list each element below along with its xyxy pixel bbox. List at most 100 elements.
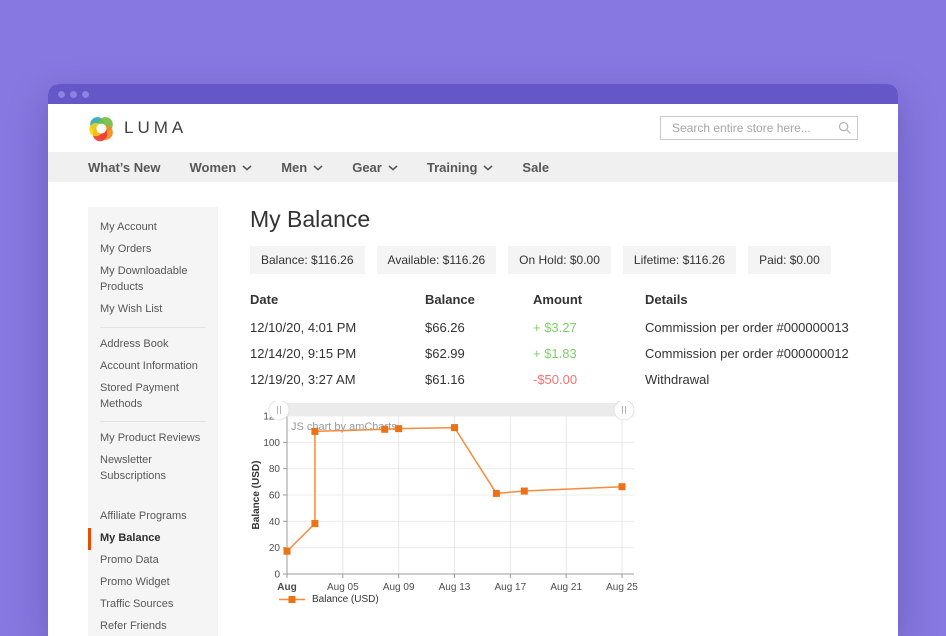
legend-marker-icon (279, 596, 305, 604)
row-date: 12/10/20, 4:01 PM (250, 320, 357, 336)
column-header-amount: Amount (533, 292, 583, 308)
x-tick-label: Aug 25 (606, 582, 638, 593)
x-tick-label: Aug 21 (550, 582, 582, 593)
chart-scrollbar[interactable] (279, 403, 624, 417)
window-dot[interactable] (82, 90, 89, 98)
data-point[interactable] (283, 548, 291, 556)
nav-item-men[interactable]: Men (281, 160, 323, 175)
y-tick-label: 20 (269, 543, 281, 554)
sidebar-divider (100, 421, 206, 423)
y-tick-label: 0 (274, 570, 280, 581)
nav-item-label: Training (426, 159, 478, 175)
balance-badges: Balance: $116.26 Available: $116.26 On Hol… (250, 246, 858, 275)
nav-item-training[interactable]: Training (427, 160, 494, 175)
sidebar-item-refer-friends[interactable]: Refer Friends (100, 619, 167, 632)
search-icon[interactable] (837, 120, 853, 136)
luma-logo-icon (89, 116, 113, 141)
search-input[interactable] (670, 120, 837, 136)
data-point[interactable] (381, 426, 389, 434)
sidebar-item-my-balance[interactable]: My Balance (88, 528, 218, 551)
row-details: Withdrawal (645, 372, 710, 388)
row-balance: $62.99 (425, 346, 465, 362)
nav-item-label: Sale (522, 159, 550, 175)
row-amount: + $1.83 (533, 346, 577, 362)
browser-window: LUMA What’s NewWomenMenGearTrainingSale … (48, 84, 898, 636)
store-logo[interactable]: LUMA (88, 115, 187, 142)
column-header-date: Date (250, 292, 279, 308)
page-title: My Balance (250, 206, 371, 232)
sidebar-group: My Product Reviews Newsletter Subscriptio… (88, 428, 218, 488)
nav-item-label: Men (281, 159, 308, 175)
y-tick-label: 40 (269, 517, 281, 528)
main-nav: What’s New Women Men Gear Training Sale (48, 152, 898, 182)
y-tick-label: 100 (263, 438, 280, 449)
nav-item-gear[interactable]: Gear (352, 160, 398, 175)
sidebar-group: My Account My Orders My Downloadable Produ… (88, 217, 218, 321)
chevron-down-icon (242, 164, 252, 171)
x-tick-label: Aug 13 (439, 582, 471, 593)
balance-badge: Paid: $0.00 (748, 246, 831, 275)
y-tick-label: 60 (269, 491, 281, 502)
row-amount: -$50.00 (533, 372, 578, 388)
sidebar-nav: My Account My Orders My Downloadable Produ… (88, 207, 218, 636)
data-point[interactable] (492, 490, 500, 498)
nav-item-label: What’s New (88, 159, 161, 175)
sidebar-item-traffic-sources[interactable]: Traffic Sources (100, 598, 174, 610)
chart-legend-item[interactable]: Balance (USD) (250, 594, 379, 605)
legend-label: Balance (USD) (312, 594, 379, 606)
data-point[interactable] (395, 425, 403, 433)
sidebar-item-my-downloadable-products[interactable]: My Downloadable Products (100, 264, 188, 293)
chart-scrollbar-handle-right[interactable] (613, 401, 635, 421)
x-tick-label: Aug 17 (494, 582, 526, 593)
x-tick-label: Aug 05 (327, 582, 359, 593)
logo-text: LUMA (124, 118, 188, 137)
sidebar-item-my-wish-list[interactable]: My Wish List (100, 302, 163, 315)
balance-badge: Lifetime: $116.26 (622, 246, 737, 275)
main-row: My Account My Orders My Downloadable Produ… (48, 182, 898, 636)
sidebar-item-my-account[interactable]: My Account (100, 221, 157, 233)
window-titlebar (48, 84, 898, 104)
sidebar-item-promo-widget[interactable]: Promo Widget (100, 576, 170, 589)
window-dot[interactable] (70, 90, 77, 98)
column-header-balance: Balance (425, 292, 475, 308)
sidebar-item-stored-payment-methods[interactable]: Stored Payment Methods (100, 381, 179, 410)
sidebar-item-my-product-reviews[interactable]: My Product Reviews (100, 432, 201, 445)
row-date: 12/19/20, 3:27 AM (250, 372, 356, 388)
nav-item-what-s-new[interactable]: What’s New (88, 160, 160, 175)
y-tick-label: 80 (269, 464, 281, 475)
content-area: My Balance Balance: $116.26 Available: $1… (250, 206, 858, 605)
chevron-down-icon (313, 164, 323, 171)
chevron-down-icon (388, 164, 398, 171)
chart-scrollbar-handle-left[interactable] (268, 401, 290, 421)
search-box (660, 116, 858, 140)
nav-item-sale[interactable]: Sale (522, 160, 549, 175)
sidebar-item-affiliate-programs[interactable]: Affiliate Programs (100, 510, 187, 523)
x-tick-label: Aug (277, 582, 296, 593)
sidebar-item-account-information[interactable]: Account Information (100, 359, 198, 372)
sidebar-item-address-book[interactable]: Address Book (100, 337, 169, 350)
nav-item-label: Women (189, 159, 237, 175)
sidebar-item-promo-data[interactable]: Promo Data (100, 554, 159, 567)
sidebar-group: Address Book Account Information Stored Pa… (88, 334, 218, 416)
balance-badge: Balance: $116.26 (250, 246, 365, 275)
row-balance: $66.26 (425, 320, 465, 336)
sidebar-item-my-orders[interactable]: My Orders (100, 242, 152, 255)
sidebar-divider (100, 326, 206, 328)
row-details: Commission per order #000000013 (645, 320, 849, 336)
site-header: LUMA (48, 104, 898, 152)
sidebar-item-newsletter-subscriptions[interactable]: Newsletter Subscriptions (100, 454, 167, 483)
sidebar-group: Affiliate Programs My Balance Promo Data Pr… (88, 506, 218, 636)
data-point[interactable] (311, 520, 319, 528)
column-header-details: Details (645, 292, 688, 308)
data-point[interactable] (520, 487, 528, 495)
balance-table: Date Balance Amount Details 12/10/20, 4:01 P… (250, 290, 858, 393)
chevron-down-icon (483, 164, 493, 171)
window-dot[interactable] (58, 90, 65, 98)
data-point[interactable] (618, 483, 626, 491)
y-axis-title: Balance (USD) (251, 461, 262, 530)
data-point[interactable] (451, 424, 458, 432)
nav-item-women[interactable]: Women (189, 160, 252, 175)
data-point[interactable] (311, 428, 319, 436)
